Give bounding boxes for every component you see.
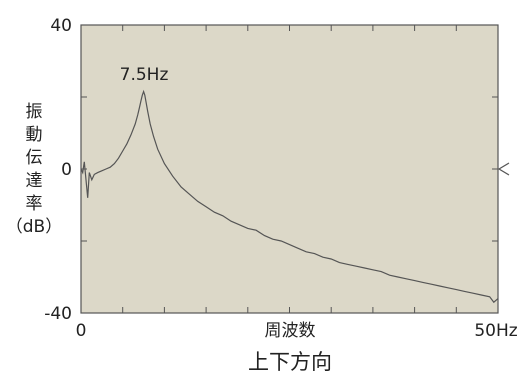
y-tick-label-0: 0	[61, 160, 72, 180]
x-axis-label: 周波数	[265, 321, 316, 341]
y-axis-label-char-3: 伝	[26, 148, 43, 168]
x-tick-label-0: 0	[76, 321, 87, 341]
chart-title: 上下方向	[248, 350, 332, 374]
y-axis-label-char-2: 動	[26, 125, 43, 145]
y-tick-label-minus-40: -40	[44, 304, 72, 324]
y-tick-label-40: 40	[50, 16, 72, 36]
x-tick-label-50hz: 50Hz	[474, 321, 517, 341]
y-axis-label-char-5: 率	[26, 194, 43, 214]
axis-ticks	[80, 24, 499, 314]
y-axis-label-unit: （dB）	[6, 217, 62, 237]
peak-annotation: 7.5Hz	[120, 65, 169, 85]
y-axis-label-char-1: 振	[26, 102, 43, 122]
plot-area	[80, 24, 499, 314]
series-line	[80, 89, 499, 304]
zero-level-marker-icon	[497, 162, 510, 176]
y-axis-label-char-4: 達	[26, 171, 43, 191]
